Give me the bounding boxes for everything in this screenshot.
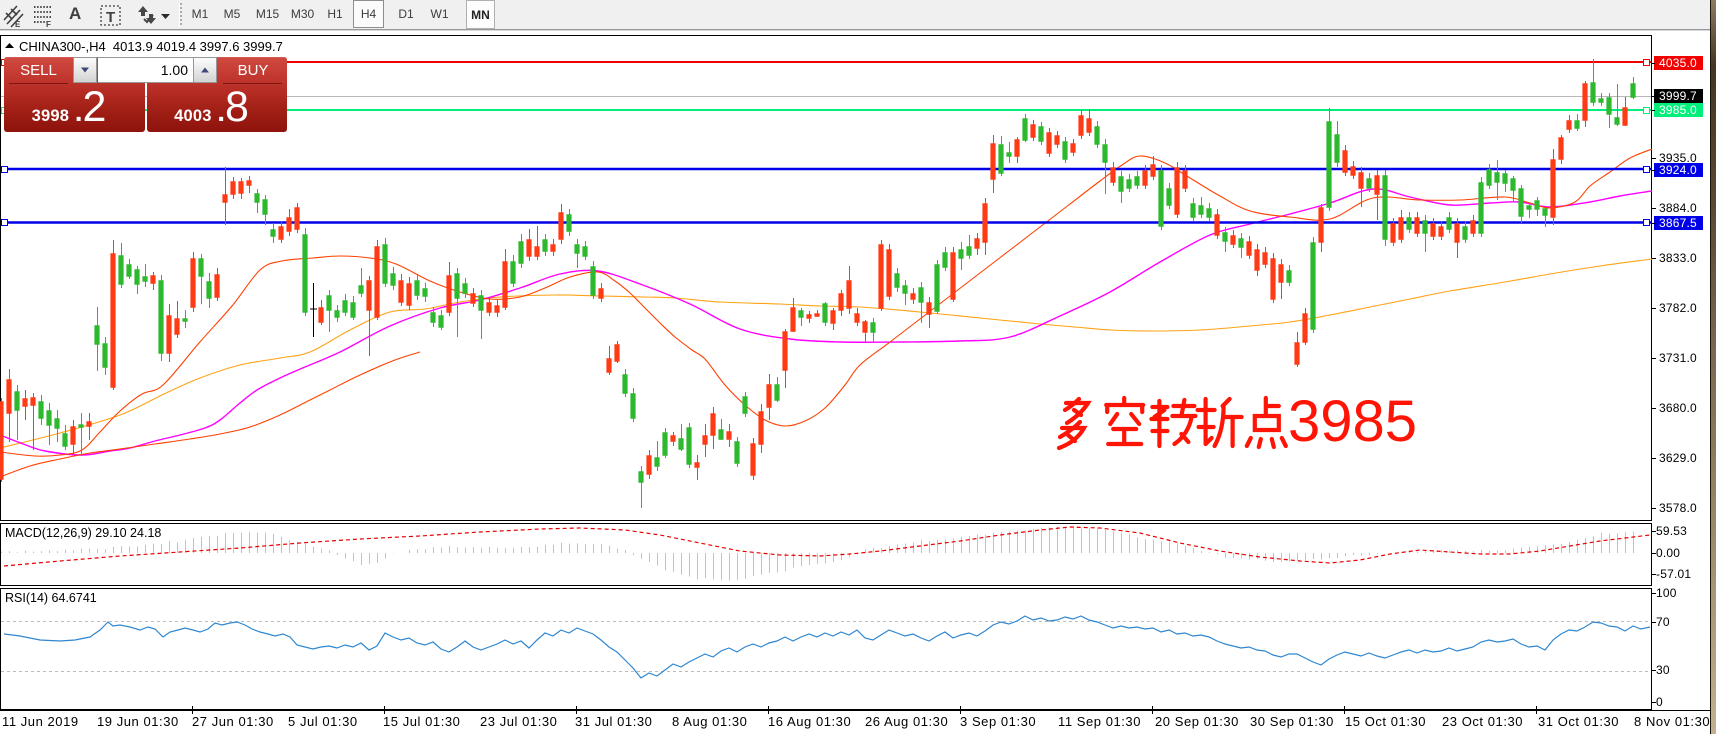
svg-text:3985: 3985 xyxy=(1288,389,1417,454)
svg-text:31 Oct 01:30: 31 Oct 01:30 xyxy=(1538,714,1619,729)
svg-text:30: 30 xyxy=(1656,663,1670,677)
svg-text:0.00: 0.00 xyxy=(1656,546,1680,560)
svg-text:70: 70 xyxy=(1656,615,1670,629)
svg-text:T: T xyxy=(106,9,115,26)
svg-text:3833.0: 3833.0 xyxy=(1659,251,1697,265)
svg-text:8 Nov 01:30: 8 Nov 01:30 xyxy=(1634,714,1710,729)
svg-text:20 Sep 01:30: 20 Sep 01:30 xyxy=(1155,714,1239,729)
svg-text:15 Jul 01:30: 15 Jul 01:30 xyxy=(383,714,460,729)
svg-text:5 Jul 01:30: 5 Jul 01:30 xyxy=(288,714,358,729)
svg-text:15 Oct 01:30: 15 Oct 01:30 xyxy=(1345,714,1426,729)
svg-text:-57.01: -57.01 xyxy=(1656,567,1691,581)
svg-text:100: 100 xyxy=(1656,586,1677,600)
svg-text:8 Aug 01:30: 8 Aug 01:30 xyxy=(672,714,747,729)
svg-text:3629.0: 3629.0 xyxy=(1659,451,1697,465)
svg-text:3884.0: 3884.0 xyxy=(1659,201,1697,215)
svg-text:3731.0: 3731.0 xyxy=(1659,351,1697,365)
svg-text:3 Sep 01:30: 3 Sep 01:30 xyxy=(960,714,1036,729)
svg-text:E: E xyxy=(15,20,21,28)
svg-text:27 Jun 01:30: 27 Jun 01:30 xyxy=(192,714,274,729)
svg-text:3680.0: 3680.0 xyxy=(1659,401,1697,415)
svg-text:0: 0 xyxy=(1656,695,1663,709)
svg-text:3985.0: 3985.0 xyxy=(1659,103,1697,117)
svg-text:16 Aug 01:30: 16 Aug 01:30 xyxy=(768,714,851,729)
svg-text:3999.7: 3999.7 xyxy=(1659,89,1697,103)
svg-text:3578.0: 3578.0 xyxy=(1659,501,1697,515)
svg-text:F: F xyxy=(46,20,51,28)
svg-text:23 Jul 01:30: 23 Jul 01:30 xyxy=(480,714,557,729)
svg-text:RSI(14) 64.6741: RSI(14) 64.6741 xyxy=(5,591,97,605)
svg-text:30 Sep 01:30: 30 Sep 01:30 xyxy=(1250,714,1334,729)
svg-text:11 Sep 01:30: 11 Sep 01:30 xyxy=(1058,714,1141,729)
svg-text:26 Aug 01:30: 26 Aug 01:30 xyxy=(865,714,948,729)
svg-text:11 Jun 2019: 11 Jun 2019 xyxy=(2,714,79,729)
svg-text:3935.0: 3935.0 xyxy=(1659,151,1697,165)
svg-text:MACD(12,26,9) 29.10 24.18: MACD(12,26,9) 29.10 24.18 xyxy=(5,526,161,540)
svg-text:CHINA300-,H4 4013.9 4019.4 39: CHINA300-,H4 4013.9 4019.4 3997.6 3999.7 xyxy=(19,39,283,54)
svg-text:19 Jun 01:30: 19 Jun 01:30 xyxy=(97,714,179,729)
svg-text:59.53: 59.53 xyxy=(1656,524,1687,538)
svg-text:3867.5: 3867.5 xyxy=(1659,216,1697,230)
svg-text:3924.0: 3924.0 xyxy=(1659,163,1697,177)
svg-text:4035.0: 4035.0 xyxy=(1659,56,1697,70)
svg-text:23 Oct 01:30: 23 Oct 01:30 xyxy=(1442,714,1523,729)
svg-text:31 Jul 01:30: 31 Jul 01:30 xyxy=(575,714,652,729)
svg-text:3782.0: 3782.0 xyxy=(1659,301,1697,315)
